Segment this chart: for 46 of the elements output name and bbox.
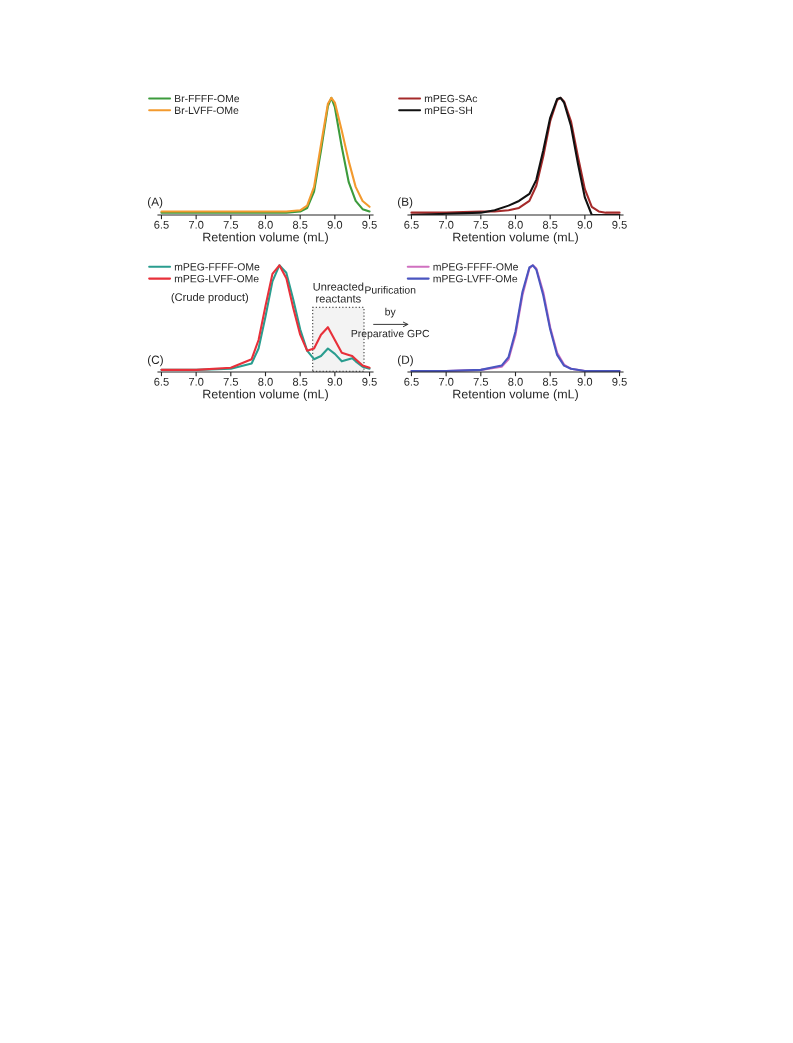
annotation: (A) [147, 197, 163, 209]
x-tick-label: 7.0 [438, 220, 454, 229]
x-tick-label: 7.0 [188, 377, 204, 386]
x-tick-label: 9.0 [327, 220, 343, 229]
x-tick-label: 9.5 [362, 377, 377, 386]
x-tick-label: 9.0 [577, 377, 593, 386]
x-tick-label: 9.5 [362, 220, 377, 229]
legend-label: mPEG-FFFF-OMe [433, 263, 518, 271]
legend-label: mPEG-SH [424, 106, 472, 114]
x-axis-title: Retention volume (mL) [453, 232, 578, 244]
x-tick-label: 9.0 [577, 220, 593, 229]
x-tick-label: 7.0 [188, 220, 204, 229]
legend-label: mPEG-SAc [424, 94, 478, 103]
x-tick-label: 8.5 [292, 220, 308, 229]
x-tick-label: 6.5 [404, 377, 419, 386]
legend-label: mPEG-LVFF-OMe [174, 274, 259, 283]
x-axis-title: Retention volume (mL) [203, 389, 328, 401]
x-tick-label: 7.5 [223, 220, 239, 229]
x-tick-label: 9.5 [612, 377, 627, 386]
x-tick-label: 8.0 [508, 220, 523, 229]
annotation: (B) [397, 197, 413, 209]
legend-label: Br-LVFF-OMe [175, 106, 239, 114]
x-axis-title: Retention volume (mL) [203, 232, 328, 244]
x-tick-label: 9.0 [327, 377, 343, 386]
x-tick-label: 8.0 [258, 220, 273, 229]
annotation: (Crude product) [171, 292, 249, 304]
x-tick-label: 6.5 [154, 377, 169, 386]
annotation: (D) [397, 355, 413, 367]
x-tick-label: 8.5 [292, 377, 308, 386]
x-tick-label: 7.5 [473, 377, 489, 386]
band-label: Unreacted reactants [313, 282, 364, 303]
x-tick-label: 7.5 [473, 220, 489, 229]
x-axis-title: Retention volume (mL) [453, 389, 578, 401]
x-tick-label: 8.0 [258, 377, 273, 386]
legend-label: mPEG-LVFF-OMe [433, 274, 518, 283]
x-tick-label: 9.5 [612, 220, 627, 229]
x-tick-label: 8.5 [542, 377, 558, 386]
x-tick-label: 8.0 [508, 377, 523, 386]
x-tick-label: 6.5 [404, 220, 419, 229]
x-tick-label: 6.5 [154, 220, 169, 229]
x-tick-label: 7.5 [223, 377, 239, 386]
legend-label: Br-FFFF-OMe [175, 94, 240, 103]
legend-label: mPEG-FFFF-OMe [174, 263, 260, 271]
x-tick-label: 7.0 [438, 377, 454, 386]
x-tick-label: 8.5 [542, 220, 558, 229]
annotation: (C) [147, 355, 163, 367]
